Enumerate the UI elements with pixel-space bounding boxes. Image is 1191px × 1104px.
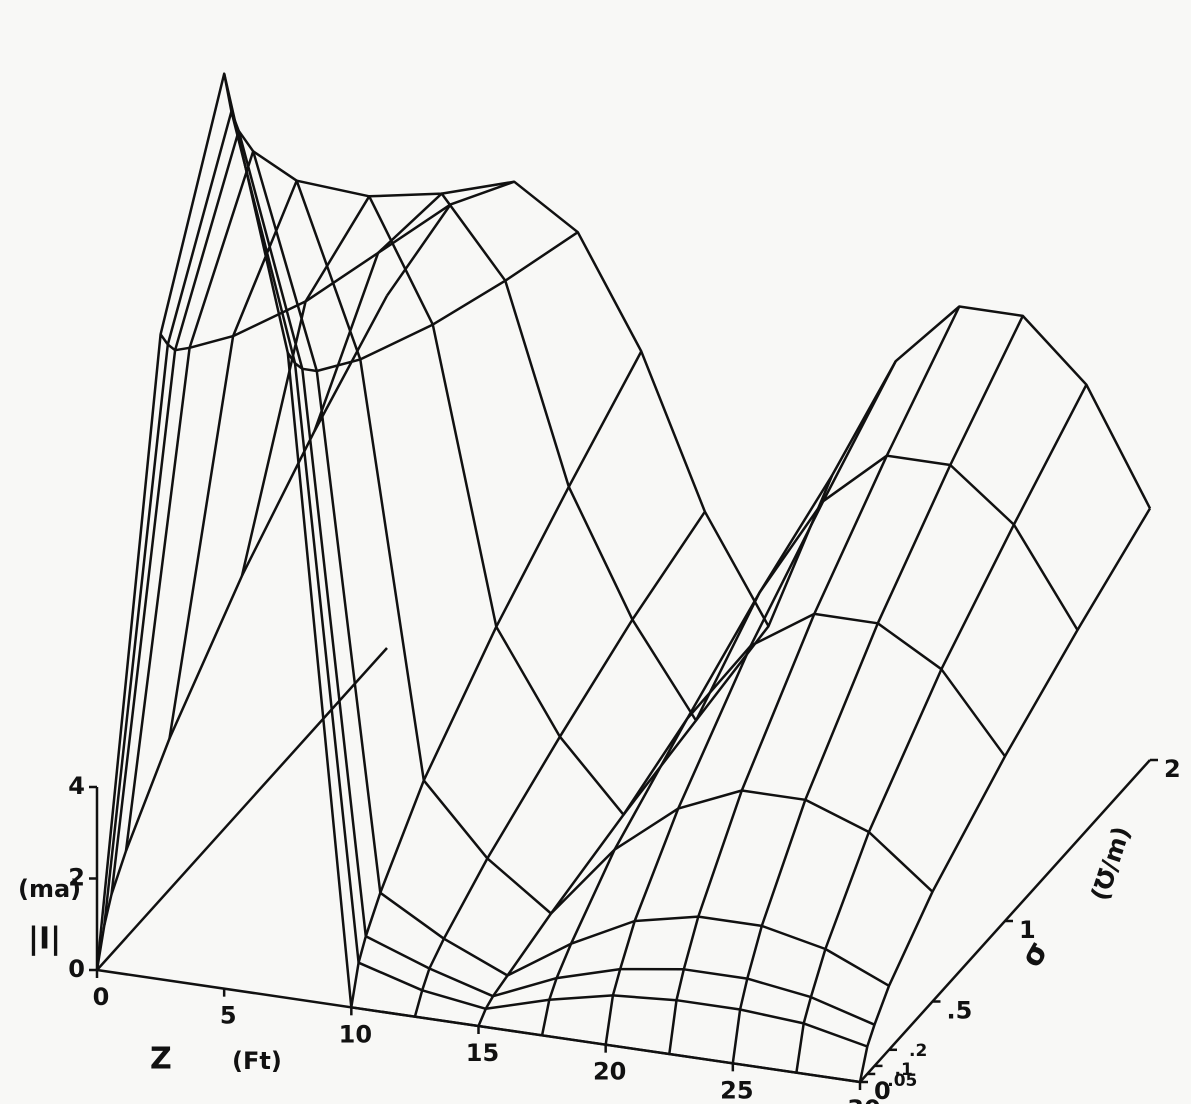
y-tick-label: .2 — [909, 1041, 927, 1061]
y-tick-label: .5 — [947, 997, 973, 1025]
z-unit: (ma) — [18, 875, 81, 903]
y-tick-label: .1 — [895, 1060, 913, 1080]
surface-column — [222, 73, 515, 198]
surface-column — [604, 360, 897, 1045]
y-tick-label: 1 — [1019, 916, 1036, 944]
x-tick-label: 5 — [220, 1002, 237, 1030]
x-tick-label: 0 — [93, 983, 110, 1011]
surface-column — [795, 384, 1088, 1073]
x-tick-label: 25 — [720, 1076, 753, 1104]
surface-column — [731, 315, 1024, 1064]
x-unit: (Ft) — [232, 1047, 282, 1075]
surface-column — [858, 507, 1152, 1083]
y-tick-label: 2 — [1164, 755, 1181, 783]
z-tick-label: 4 — [68, 772, 85, 800]
y-tick-label: .05 — [887, 1071, 917, 1091]
surface-column — [668, 305, 961, 1055]
z-label: |I| — [28, 922, 61, 957]
z-tick-label: 2 — [68, 864, 85, 892]
x-tick-label: 20 — [593, 1058, 626, 1086]
surface-column — [286, 231, 579, 373]
surface-row — [168, 179, 934, 915]
surface-row — [240, 195, 1007, 816]
surface-column — [350, 350, 643, 1008]
x-tick-label: 15 — [466, 1039, 499, 1067]
x-label: Z — [150, 1042, 172, 1077]
surface-column — [159, 203, 452, 352]
surface-column — [95, 295, 389, 971]
surface-column — [540, 474, 834, 1036]
z-tick-label: 0 — [68, 955, 85, 983]
y-unit: (℧/m) — [1086, 823, 1136, 904]
y-tick-label: 0 — [874, 1077, 891, 1104]
x-tick-label: 10 — [339, 1020, 372, 1048]
surface-column — [413, 511, 706, 1018]
surface-row — [313, 192, 1079, 722]
x-tick-label: 30 — [847, 1095, 880, 1104]
surface-column — [477, 625, 770, 1027]
